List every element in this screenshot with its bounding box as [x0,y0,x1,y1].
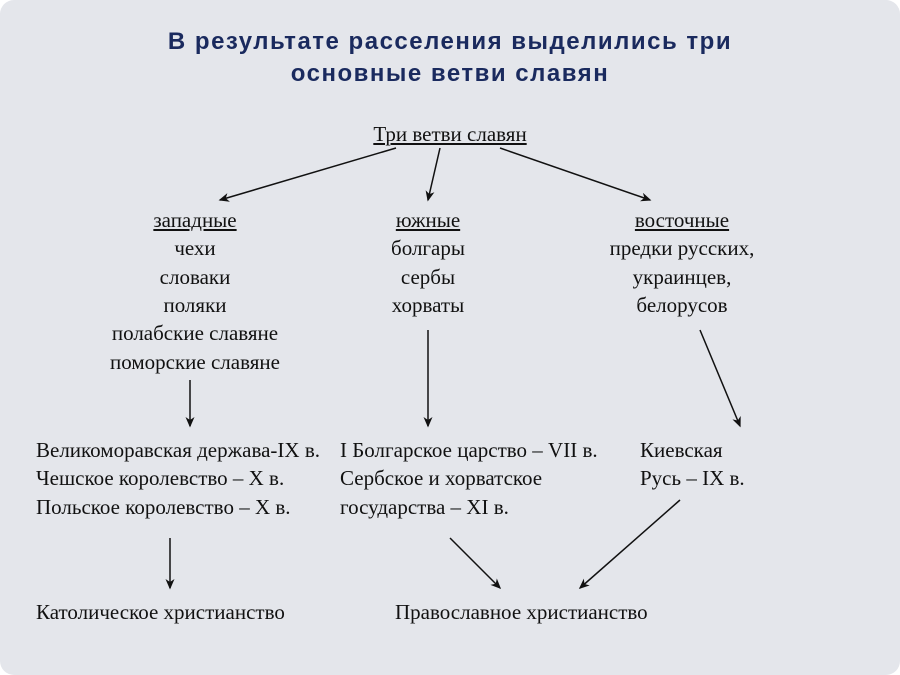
slide-title: В результате расселения выделились три о… [0,26,900,91]
states-south: I Болгарское царство – VII в. Сербское и… [340,436,598,521]
branch-south: южные болгары сербы хорваты [318,206,538,319]
religion-west: Католическое христианство [36,598,285,626]
branch-east-items: предки русских, украинцев, белорусов [552,234,812,319]
branch-east: восточные предки русских, украинцев, бел… [552,206,812,319]
branch-east-header: восточные [552,206,812,234]
root-node: Три ветви славян [0,120,900,148]
slide: В результате расселения выделились три о… [0,0,900,675]
states-west: Великоморавская держава-IX в. Чешское ко… [36,436,320,521]
arrow [700,330,740,426]
branch-south-header: южные [318,206,538,234]
branch-west: западные чехи словаки поляки полабские с… [55,206,335,376]
branch-west-header: западные [55,206,335,234]
branch-south-items: болгары сербы хорваты [318,234,538,319]
arrow [450,538,500,588]
states-east: Киевская Русь – IX в. [640,436,745,493]
arrow [500,148,650,200]
arrow [220,148,396,200]
branch-west-items: чехи словаки поляки полабские славяне по… [55,234,335,376]
religion-east: Православное христианство [395,598,648,626]
arrow [428,148,440,200]
